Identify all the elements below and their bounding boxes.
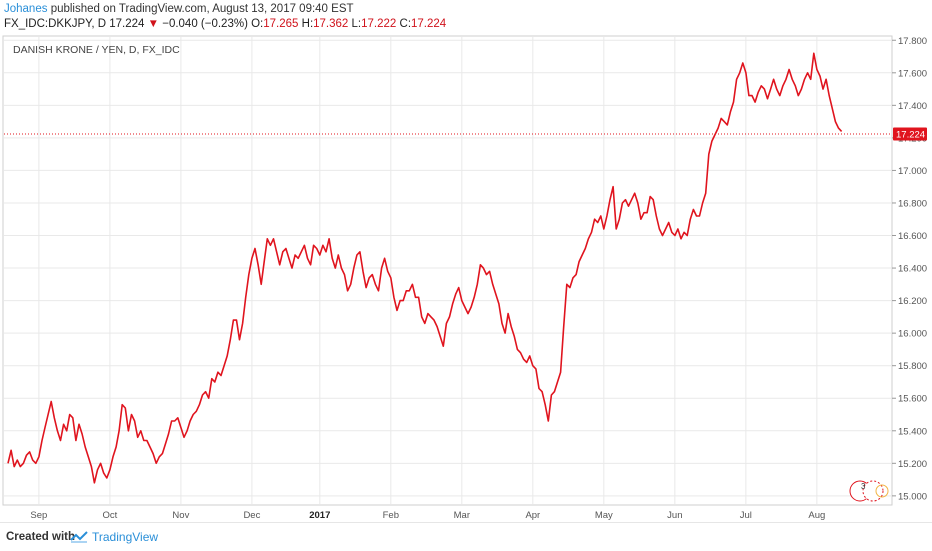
y-tick-label: 17.600: [898, 68, 927, 79]
brand-label: TradingView: [92, 530, 159, 544]
y-tick-label: 15.600: [898, 394, 927, 405]
tradingview-brand-link[interactable]: TradingView: [70, 529, 158, 545]
ohlc-line: FX_IDC:DKKJPY, D 17.224 ▼ −0.040 (−0.23%…: [4, 18, 446, 30]
y-tick-label: 15.000: [898, 491, 927, 502]
tradingview-logo-icon: [70, 531, 88, 543]
high-value: 17.362: [313, 18, 349, 30]
y-tick-label: 15.400: [898, 426, 927, 437]
published-text: published on TradingView.com, August 13,…: [50, 3, 354, 15]
price-axis[interactable]: 17.80017.60017.40017.20017.00016.80016.6…: [892, 36, 927, 503]
y-tick-label: 16.200: [898, 296, 927, 307]
y-tick-label: 16.800: [898, 198, 927, 209]
created-with-text: Created with: [6, 531, 76, 543]
plot-border: [2, 35, 893, 506]
y-tick-label: 16.400: [898, 264, 927, 275]
grid-lines: [4, 37, 891, 504]
y-tick-label: 17.800: [898, 36, 927, 47]
last-price-tag: 17.224: [893, 127, 927, 141]
last-price-tag-text: 17.224: [896, 129, 925, 140]
x-tick-label: Nov: [172, 510, 189, 521]
x-tick-label: Dec: [243, 510, 260, 521]
open-label: O:: [251, 18, 264, 30]
y-tick-label: 15.200: [898, 459, 927, 470]
open-value: 17.265: [263, 18, 299, 30]
x-tick-label: Sep: [30, 510, 47, 521]
indicator-badge-icon[interactable]: 3: [849, 480, 889, 502]
last-price: 17.224: [109, 18, 145, 30]
y-tick-label: 16.000: [898, 329, 927, 340]
high-label: H:: [301, 18, 314, 30]
low-label: L:: [351, 18, 362, 30]
chart-header: Johanes published on TradingView.com, Au…: [0, 0, 932, 34]
x-tick-label: 2017: [309, 510, 330, 521]
x-tick-label: May: [595, 510, 613, 521]
x-tick-label: Feb: [383, 510, 399, 521]
x-tick-label: Jun: [667, 510, 682, 521]
low-value: 17.222: [361, 18, 397, 30]
price-change: −0.040 (−0.23%): [162, 18, 248, 30]
publish-line: Johanes published on TradingView.com, Au…: [4, 3, 354, 15]
y-tick-label: 17.400: [898, 101, 927, 112]
y-tick-label: 15.800: [898, 361, 927, 372]
x-tick-label: Mar: [454, 510, 470, 521]
chart-title: DANISH KRONE / YEN, D, FX_IDC: [13, 44, 180, 56]
y-tick-label: 17.000: [898, 166, 927, 177]
x-tick-label: Aug: [808, 510, 825, 521]
x-tick-label: Jul: [740, 510, 752, 521]
x-tick-label: Oct: [102, 510, 117, 521]
time-axis[interactable]: Sep Oct Nov Dec 2017 Feb Mar Apr May Jun Jul Aug: [30, 510, 825, 521]
series-line: [7, 52, 843, 484]
close-label: C:: [399, 18, 412, 30]
x-tick-label: Apr: [525, 510, 540, 521]
author-link[interactable]: Johanes: [4, 3, 48, 15]
down-arrow-icon: ▼: [147, 18, 160, 30]
symbol-label: FX_IDC:DKKJPY, D: [4, 18, 107, 30]
y-tick-label: 16.600: [898, 231, 927, 242]
badge-number: 3: [861, 482, 866, 491]
footer: Created with TradingView: [0, 522, 932, 551]
close-value: 17.224: [411, 18, 447, 30]
chart-area[interactable]: DANISH KRONE / YEN, D, FX_IDC 17.800 17.6…: [0, 34, 932, 522]
price-chart[interactable]: DANISH KRONE / YEN, D, FX_IDC 17.800 17.6…: [0, 34, 932, 522]
